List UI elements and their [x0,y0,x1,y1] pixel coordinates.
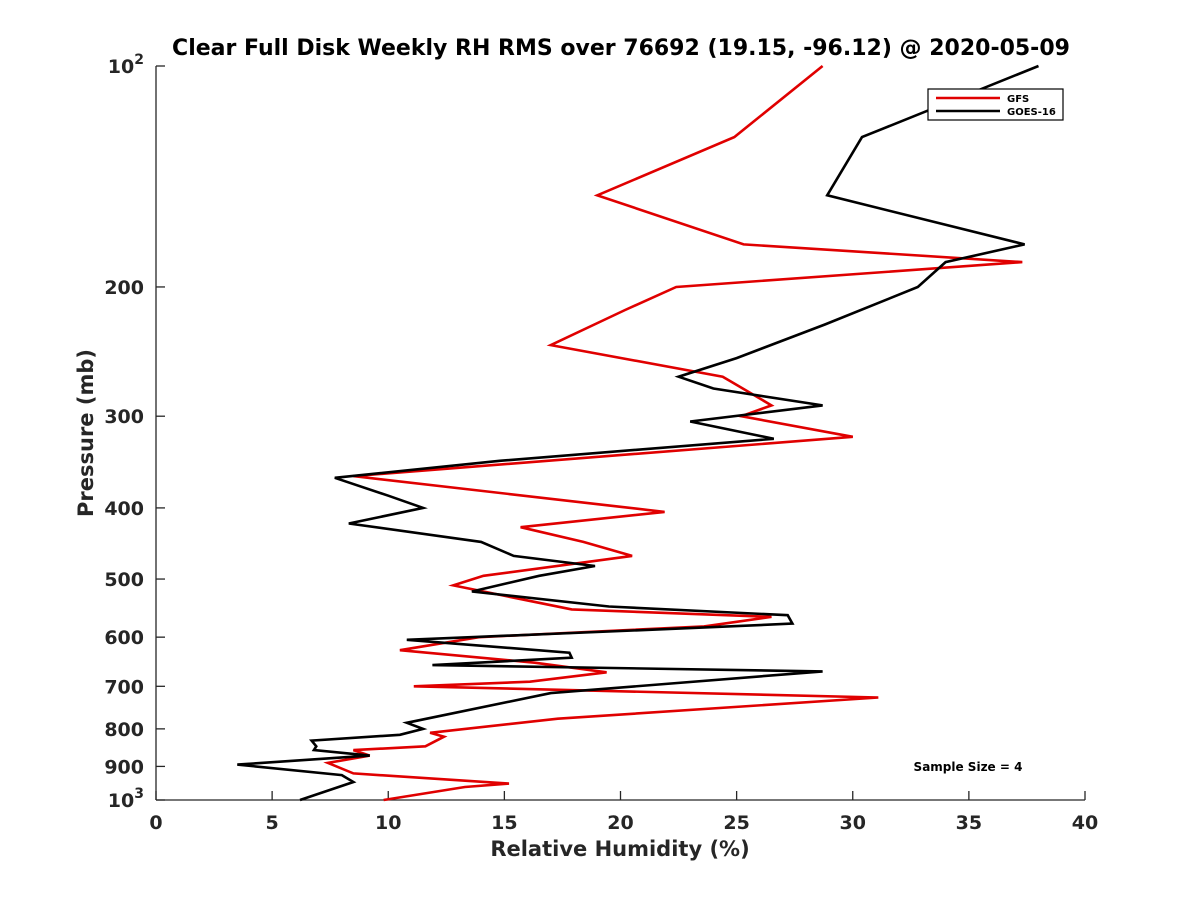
y-tick-label: 600 [104,627,144,649]
series-line-goes-16 [237,64,1039,802]
plot-area: 0 5 10 15 20 25 30 35 40 102 200 300 400 500 600 700 800… [104,52,1098,834]
y-tick-label: 300 [104,406,144,428]
legend-label: GFS [1007,94,1029,105]
x-tick-label: 15 [491,812,517,834]
x-tick-label: 35 [956,812,982,834]
y-tick-label: 102 [108,52,144,78]
x-tick-label: 30 [840,812,866,834]
x-axis-title: Relative Humidity (%) [490,837,749,861]
x-tick-label: 5 [266,812,279,834]
chart-title: Clear Full Disk Weekly RH RMS over 76692… [172,36,1070,61]
sample-size-annotation: Sample Size = 4 [914,760,1023,774]
x-tick-label: 0 [149,812,162,834]
legend: GFS GOES-16 [927,88,1064,121]
x-tick-label: 25 [723,812,749,834]
y-tick-label: 900 [104,756,144,778]
y-tick-label: 400 [104,498,144,520]
legend-label: GOES-16 [1007,107,1056,118]
x-tick-label: 10 [375,812,401,834]
series-line-gfs [323,64,1023,802]
y-tick-label: 103 [108,786,144,812]
y-tick-label: 800 [104,719,144,741]
legend-box [927,88,1064,121]
y-tick-label: 700 [104,676,144,698]
x-tick-label: 40 [1072,812,1098,834]
x-tick-label: 20 [607,812,633,834]
y-tick-label: 500 [104,569,144,591]
y-tick-label: 200 [104,277,144,299]
y-axis-title: Pressure (mb) [74,349,98,517]
